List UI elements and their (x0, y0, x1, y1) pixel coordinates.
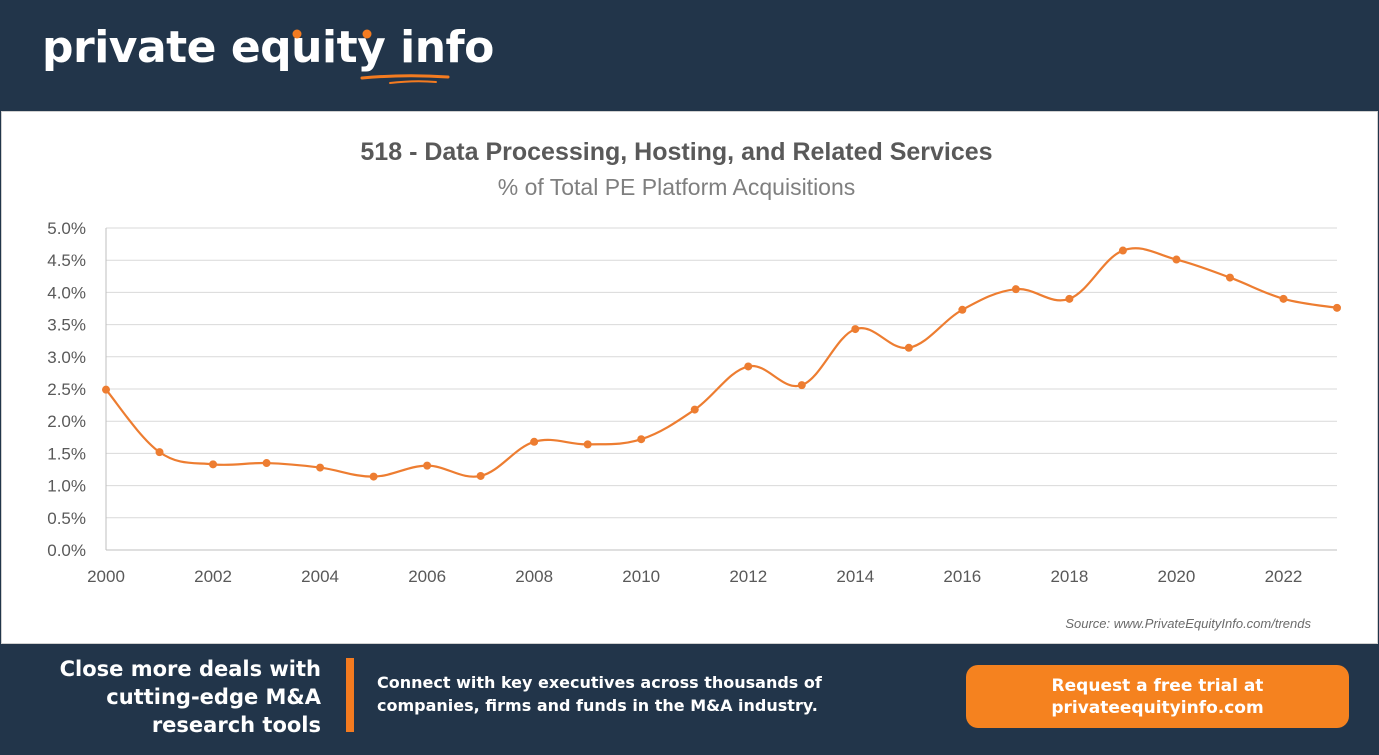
series-line (105, 247, 1338, 478)
data-point (1011, 285, 1020, 294)
x-tick-label: 2020 (1158, 567, 1196, 586)
line-chart: 0.0% 0.5% 1.0% 1.5% 2.0% 2.5% 3.0% 3.5% 4.0% 4.5%… (47, 219, 1341, 586)
data-point (583, 440, 592, 449)
data-point (904, 343, 913, 352)
request-trial-button[interactable]: Request a free trial at privateequityinf… (966, 665, 1349, 728)
footer: Close more deals with cutting-edge M&A r… (0, 645, 1379, 755)
x-tick-label: 2002 (194, 567, 232, 586)
footer-tagline-line: Close more deals with (59, 657, 321, 681)
logo-swoosh-icon (360, 74, 450, 84)
y-tick-label: 0.0% (47, 541, 86, 560)
y-tick-label: 5.0% (47, 219, 86, 238)
y-tick-label: 2.0% (47, 412, 86, 431)
footer-description-line: Connect with key executives across thous… (377, 673, 822, 692)
header: private equity info (0, 0, 1379, 110)
logo-dot-icon-1 (362, 29, 372, 39)
data-point (1333, 303, 1341, 312)
x-tick-label: 2012 (729, 567, 767, 586)
y-tick-label: 1.0% (47, 477, 86, 496)
x-tick-label: 2018 (1050, 567, 1088, 586)
data-point (1225, 273, 1234, 282)
data-point (530, 437, 539, 446)
y-tick-label: 4.0% (47, 283, 86, 302)
cta-line: Request a free trial at (1051, 675, 1264, 696)
x-tick-label: 2000 (87, 567, 125, 586)
data-point (1118, 246, 1127, 255)
data-point (958, 305, 967, 314)
x-tick-label: 2016 (943, 567, 981, 586)
data-point (744, 362, 753, 371)
footer-tagline-line: cutting-edge M&A (106, 685, 321, 709)
y-tick-label: 4.5% (47, 251, 86, 270)
x-tick-label: 2022 (1265, 567, 1303, 586)
data-point (476, 471, 485, 480)
x-tick-label: 2008 (515, 567, 553, 586)
chart-subtitle: % of Total PE Platform Acquisitions (497, 174, 856, 200)
data-point (209, 460, 218, 469)
data-point (797, 381, 806, 390)
data-point (262, 459, 271, 468)
footer-description-line: companies, firms and funds in the M&A in… (377, 696, 818, 715)
x-tick-label: 2014 (836, 567, 874, 586)
x-tick-label: 2004 (301, 567, 339, 586)
data-point (690, 405, 699, 414)
logo-text-info: info (400, 22, 494, 73)
data-point (155, 448, 164, 457)
logo-dot-icon-2 (292, 29, 302, 39)
source-note: Source: www.PrivateEquityInfo.com/trends (1065, 616, 1311, 631)
footer-tagline: Close more deals with cutting-edge M&A r… (1, 655, 321, 739)
y-tick-label: 3.0% (47, 348, 86, 367)
x-tick-label: 2006 (408, 567, 446, 586)
chart-panel: 518 - Data Processing, Hosting, and Rela… (1, 111, 1378, 644)
data-point (851, 325, 860, 334)
data-point (1279, 294, 1288, 303)
y-tick-label: 0.5% (47, 509, 86, 528)
y-tick-label: 2.5% (47, 380, 86, 399)
logo-text-main: private equity (42, 22, 401, 73)
data-point (369, 472, 378, 481)
data-point (1065, 294, 1074, 303)
footer-tagline-line: research tools (151, 713, 321, 737)
x-tick-label: 2010 (622, 567, 660, 586)
footer-divider (346, 658, 354, 732)
footer-description: Connect with key executives across thous… (377, 671, 897, 717)
data-point (316, 463, 325, 472)
cta-line: privateequityinfo.com (1051, 697, 1264, 718)
y-tick-label: 3.5% (47, 316, 86, 335)
data-point (102, 385, 110, 394)
logo[interactable]: private equity info (42, 22, 494, 73)
data-point (637, 435, 646, 444)
data-point (1172, 255, 1181, 264)
data-point (423, 461, 432, 470)
chart-title: 518 - Data Processing, Hosting, and Rela… (360, 138, 993, 166)
y-tick-label: 1.5% (47, 444, 86, 463)
